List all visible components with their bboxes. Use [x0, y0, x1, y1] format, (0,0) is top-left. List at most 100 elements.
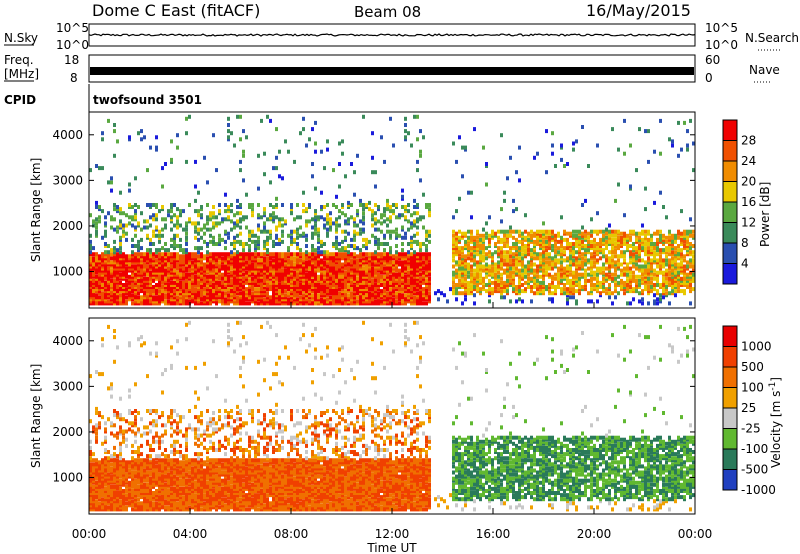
power-cell [89, 278, 92, 283]
power-cell [458, 278, 461, 283]
power-cell [413, 283, 416, 287]
power-cell [344, 289, 347, 294]
power-cell [647, 291, 650, 296]
power-cell [206, 278, 209, 283]
power-cell [410, 299, 413, 304]
power-cell [629, 252, 632, 257]
power-cell [257, 270, 260, 275]
power-cell [260, 291, 263, 296]
power-cell [536, 264, 539, 269]
power-cell [182, 270, 185, 275]
power-cell [515, 229, 518, 234]
power-cell [416, 287, 419, 292]
power-cell [659, 229, 662, 234]
power-cell [392, 274, 395, 279]
power-cell [314, 149, 317, 154]
power-cell [233, 252, 236, 257]
power-cell [272, 211, 275, 216]
power-cell [125, 283, 128, 287]
power-cell [260, 274, 263, 279]
power-cell [587, 291, 590, 296]
power-cell [503, 198, 506, 203]
power-cell [479, 258, 482, 263]
power-cell [221, 280, 224, 285]
power-cell [194, 235, 197, 240]
power-cell [542, 250, 545, 255]
power-cell [401, 266, 404, 271]
power-cell [251, 262, 254, 267]
power-cell [548, 283, 551, 287]
power-cell [629, 289, 632, 294]
power-cell [641, 270, 644, 275]
power-cell [143, 219, 146, 224]
power-cell [272, 274, 275, 279]
power-cell [326, 283, 329, 287]
power-cell [104, 229, 107, 234]
power-cell [149, 270, 152, 275]
power-cell [530, 233, 533, 238]
power-cell [668, 252, 671, 257]
power-cell [533, 283, 536, 287]
power-cell [443, 293, 446, 298]
power-cell [206, 270, 209, 275]
power-cell [293, 217, 296, 222]
power-cell [395, 231, 398, 236]
power-cell [410, 213, 413, 218]
power-cell [227, 258, 230, 263]
power-cell [281, 299, 284, 304]
power-cell [245, 270, 248, 275]
power-cell [236, 198, 239, 203]
power-cell [374, 291, 377, 296]
power-cell [482, 145, 485, 150]
power-cell [386, 207, 389, 212]
power-cell [353, 299, 356, 304]
power-cell [479, 274, 482, 279]
power-cell [242, 276, 245, 281]
power-cell [167, 254, 170, 259]
power-cell [404, 135, 407, 140]
power-cell [545, 242, 548, 246]
power-cell [155, 233, 158, 238]
power-cell [362, 203, 365, 207]
power-cell [404, 205, 407, 209]
power-cell [533, 239, 536, 244]
power-cell [104, 221, 107, 226]
power-cell [92, 287, 95, 292]
power-cell [647, 276, 650, 281]
power-cell [110, 252, 113, 257]
power-cell [239, 239, 242, 244]
noise-trace [88, 33, 696, 37]
power-cell [317, 254, 320, 259]
power-cell [323, 287, 326, 292]
power-cell [611, 278, 614, 283]
power-cell [386, 299, 389, 304]
power-cell [488, 250, 491, 255]
power-cell [287, 149, 290, 154]
power-cell [413, 233, 416, 238]
power-cell [371, 299, 374, 304]
power-cell [152, 274, 155, 279]
power-cell [656, 229, 659, 234]
power-cell [428, 203, 431, 207]
power-cell [647, 242, 650, 246]
power-cell [161, 184, 164, 189]
power-cell [617, 262, 620, 267]
power-cell [278, 174, 281, 179]
power-cell [374, 299, 377, 304]
power-cell [185, 250, 188, 255]
power-cell [389, 233, 392, 238]
power-cell [392, 299, 395, 304]
power-cell [455, 209, 458, 214]
power-cell [569, 242, 572, 246]
power-cell [200, 274, 203, 279]
power-cell [353, 229, 356, 234]
power-cell [566, 299, 569, 304]
power-cell [326, 254, 329, 259]
power-cell [341, 246, 344, 251]
power-cell [419, 262, 422, 267]
power-cell [314, 215, 317, 220]
power-cell [155, 248, 158, 253]
power-cell [356, 276, 359, 281]
power-cell [386, 252, 389, 257]
power-cell [362, 211, 365, 216]
